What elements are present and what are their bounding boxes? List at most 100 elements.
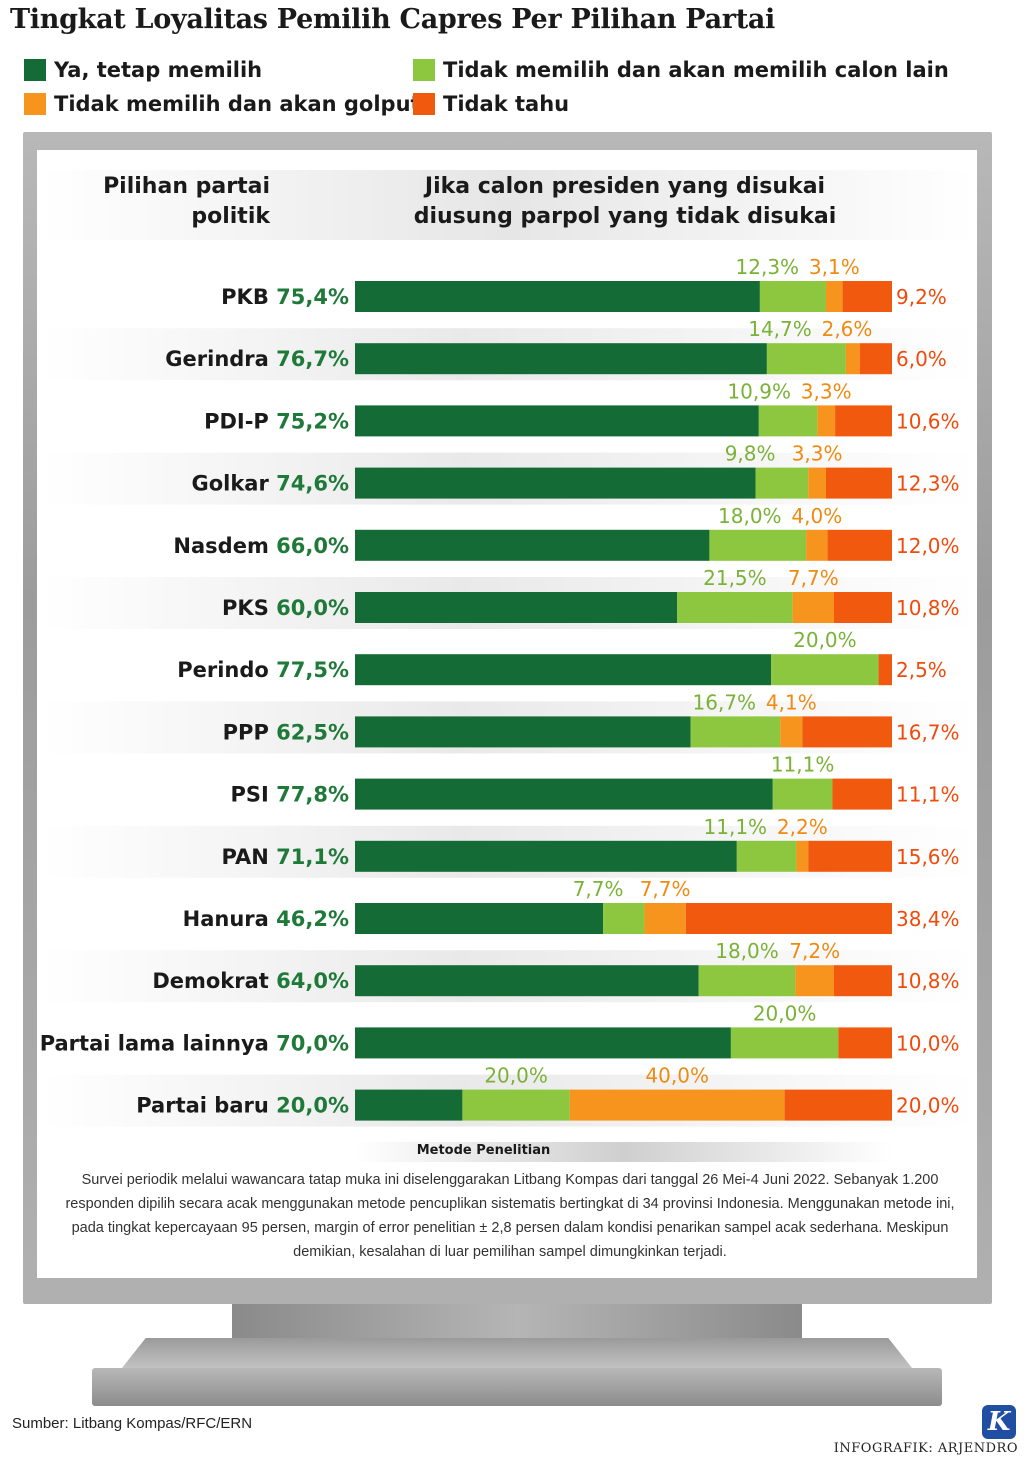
value-label-golput: 3,3% [792,442,843,466]
methodology-text: Survei periodik melalui wawancara tatap … [65,1172,955,1260]
category-name: Nasdem [173,534,276,558]
value-label-calon-lain: 18,0% [715,939,779,963]
bar-calon-lain [755,467,809,499]
bar-calon-lain [730,1027,839,1059]
bar-calon-lain [462,1089,570,1121]
bar-calon-lain [766,343,846,375]
bar-calon-lain [771,654,879,686]
bar-tidak-tahu [838,1027,892,1059]
bar-golput [796,840,809,872]
value-label-tidak-tahu: 9,2% [896,285,947,309]
bar-ya [355,343,767,375]
value-label-calon-lain: 20,0% [484,1064,548,1088]
category-label: PKS 60,0% [222,596,349,620]
value-label-calon-lain: 7,7% [573,877,624,901]
methodology-title: Metode Penelitian [416,1143,551,1158]
category-label: Gerindra 76,7% [165,347,349,371]
legend-label-ya: Ya, tetap memilih [54,58,263,82]
bar-calon-lain [736,840,797,872]
legend-swatch-calon-lain [413,59,435,81]
bar-ya [355,654,772,686]
bar-calon-lain [690,716,781,748]
bar-golput [569,1089,785,1121]
bar-calon-lain [758,405,818,437]
bar-ya [355,840,737,872]
bar-tidak-tahu [685,903,892,934]
legend-label-calon-lain: Tidak memilih dan akan memilih calon lai… [443,58,949,82]
monitor-neck [232,1304,802,1338]
bar-ya [355,716,691,748]
bar-golput [792,592,834,623]
category-name: Partai baru [136,1094,276,1118]
category-name: Gerindra [165,347,276,371]
stacked-bar-chart: PKB 75,4% 12,3% 3,1% 9,2% Gerindra 76,7% 14,7… [40,170,975,1127]
value-label-calon-lain: 18,0% [718,504,782,528]
header-question-line2: diusung parpol yang tidak disukai [413,204,837,229]
category-ya-value: 71,1% [276,845,349,869]
category-name: Hanura [183,907,277,931]
value-label-golput: 7,7% [640,877,691,901]
legend-item-tidak-tahu: Tidak tahu [413,92,569,116]
category-name: Partai lama lainnya [40,1031,276,1055]
value-label-golput: 4,1% [766,690,817,714]
category-name: PSI [231,783,277,807]
category-ya-value: 62,5% [276,720,349,744]
header-party: Pilihan partai politik [100,172,270,232]
value-label-golput: 2,2% [777,815,828,839]
header-question: Jika calon presiden yang disukai diusung… [380,172,870,232]
bar-tidak-tahu [834,965,892,997]
bar-ya [355,1089,463,1121]
category-label: Perindo 77,5% [177,658,349,682]
legend-item-ya: Ya, tetap memilih [24,58,262,82]
legend-swatch-tidak-tahu [413,93,435,115]
bar-calon-lain [709,529,807,561]
category-ya-value: 77,5% [276,658,349,682]
bar-golput [806,529,828,561]
bar-tidak-tahu [802,716,892,748]
bar-tidak-tahu [842,281,892,312]
legend-item-golput: Tidak memilih dan akan golput [24,92,421,116]
monitor-base [92,1368,942,1406]
header-band [40,170,975,240]
bar-golput [817,405,836,437]
value-label-tidak-tahu: 10,8% [896,969,960,993]
category-label: Nasdem 66,0% [173,534,349,558]
bar-tidak-tahu [878,654,892,686]
value-label-calon-lain: 10,9% [727,379,791,403]
category-ya-value: 64,0% [276,969,349,993]
value-label-golput: 3,3% [801,379,852,403]
value-label-tidak-tahu: 10,0% [896,1031,960,1055]
value-label-calon-lain: 11,1% [704,815,768,839]
value-label-tidak-tahu: 6,0% [896,347,947,371]
value-label-calon-lain: 12,3% [736,255,800,279]
category-ya-value: 20,0% [276,1094,349,1118]
category-name: Golkar [191,472,276,496]
value-label-tidak-tahu: 10,6% [896,409,960,433]
bar-golput [644,903,686,934]
legend-swatch-golput [24,93,46,115]
bar-tidak-tahu [835,405,892,437]
category-name: PDI-P [204,409,276,433]
value-label-tidak-tahu: 15,6% [896,845,960,869]
bar-tidak-tahu [832,778,892,810]
category-label: Partai baru 20,0% [136,1094,349,1118]
value-label-calon-lain: 20,0% [793,628,857,652]
category-name: PKB [221,285,276,309]
value-label-calon-lain: 20,0% [753,1001,817,1025]
source-note: Sumber: Litbang Kompas/RFC/ERN [12,1415,253,1432]
bar-tidak-tahu [808,840,892,872]
bar-ya [355,281,760,312]
category-ya-value: 74,6% [276,472,349,496]
header-question-line1: Jika calon presiden yang disukai [424,174,826,199]
bar-golput [795,965,834,997]
value-label-calon-lain: 21,5% [703,566,767,590]
value-label-calon-lain: 16,7% [693,690,757,714]
value-label-tidak-tahu: 16,7% [896,720,960,744]
methodology-band [355,1142,892,1162]
bar-calon-lain [772,778,833,810]
bar-calon-lain [603,903,645,934]
kompas-logo: K [982,1405,1016,1439]
bar-tidak-tahu [784,1089,892,1121]
value-label-calon-lain: 14,7% [748,317,812,341]
category-name: PKS [222,596,276,620]
